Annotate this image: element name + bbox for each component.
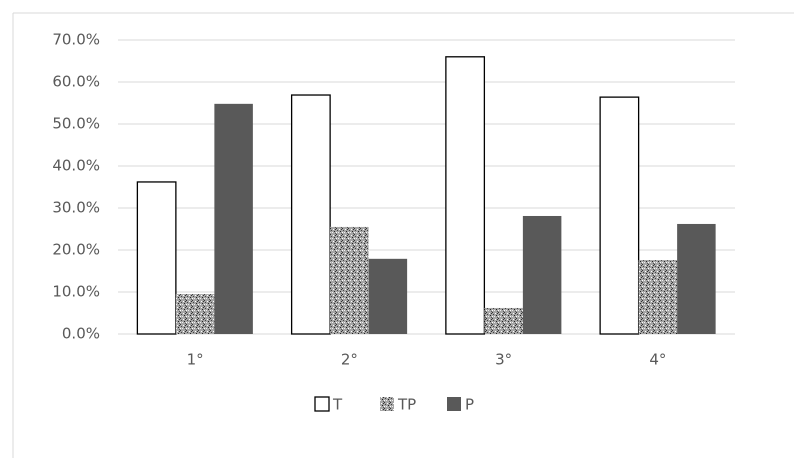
bar <box>484 307 523 334</box>
bar <box>136 181 177 335</box>
x-tick-label: 3° <box>495 351 512 369</box>
bar <box>290 94 331 335</box>
y-tick-label: 0.0% <box>62 325 100 343</box>
legend-label: P <box>465 396 474 414</box>
y-tick-label: 60.0% <box>52 73 100 91</box>
bar <box>445 56 486 335</box>
bar <box>368 258 408 334</box>
y-tick-label: 70.0% <box>52 31 100 49</box>
x-tick-label: 1° <box>187 351 204 369</box>
legend-swatch <box>380 397 394 411</box>
bar <box>599 96 640 335</box>
y-tick-label: 30.0% <box>52 199 100 217</box>
x-tick-label: 4° <box>649 351 666 369</box>
x-tick-label: 2° <box>341 351 358 369</box>
y-tick-label: 20.0% <box>52 241 100 259</box>
legend-label: TP <box>397 396 416 414</box>
bar <box>677 223 716 334</box>
bar <box>330 226 369 334</box>
legend-label: T <box>332 396 343 414</box>
y-tick-label: 50.0% <box>52 115 100 133</box>
legend-swatch <box>314 396 330 412</box>
bar <box>522 215 562 334</box>
y-tick-label: 10.0% <box>52 283 100 301</box>
bar <box>638 260 678 334</box>
bar <box>175 294 215 334</box>
bar <box>214 103 253 334</box>
legend-swatch <box>447 397 461 411</box>
y-tick-label: 40.0% <box>52 157 100 175</box>
